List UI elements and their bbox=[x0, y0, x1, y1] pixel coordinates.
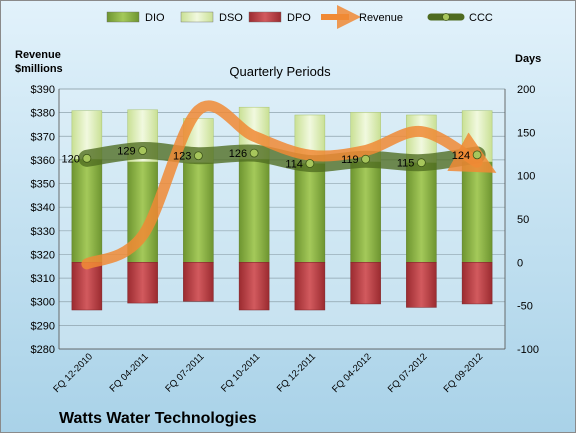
legend-label-dio: DIO bbox=[145, 12, 165, 24]
right-tick-label: 100 bbox=[517, 171, 535, 183]
ccc-point bbox=[82, 153, 92, 163]
legend-swatch-dpo bbox=[248, 11, 282, 23]
ccc-point bbox=[472, 150, 482, 160]
left-tick-label: $380 bbox=[31, 108, 55, 120]
legend-label-dpo: DPO bbox=[287, 12, 311, 24]
bar-dpo bbox=[183, 262, 214, 302]
ccc-point bbox=[305, 159, 315, 168]
ccc-data-label: 124 bbox=[452, 150, 470, 162]
ccc-data-label: 119 bbox=[341, 154, 359, 166]
category-label: FQ 10-2011 bbox=[219, 351, 262, 394]
left-tick-label: $350 bbox=[31, 179, 55, 191]
right-tick-label: 200 bbox=[517, 84, 535, 96]
ccc-data-label: 114 bbox=[285, 159, 303, 171]
right-tick-label: 150 bbox=[517, 127, 535, 139]
ccc-data-label: 123 bbox=[173, 151, 191, 163]
ccc-point bbox=[249, 148, 259, 158]
left-axis-label-line2: $millions bbox=[15, 63, 63, 75]
bar-dpo bbox=[238, 262, 270, 311]
bar-dpo bbox=[350, 262, 381, 305]
legend-swatch-dso bbox=[180, 11, 214, 23]
bar-dio bbox=[350, 161, 381, 263]
bar-dpo bbox=[461, 262, 493, 305]
ccc-point bbox=[416, 158, 426, 168]
legend: DIO DSO DPO Revenue CCC bbox=[106, 5, 493, 29]
bar-dio bbox=[183, 162, 214, 263]
left-tick-label: $360 bbox=[31, 155, 55, 167]
ccc-point bbox=[138, 146, 148, 155]
data-labels: 120 129 123 126 114 119 115 124 bbox=[62, 146, 482, 171]
legend-swatch-dio bbox=[106, 11, 140, 23]
bar-dpo bbox=[71, 262, 103, 311]
category-label: FQ 07-2011 bbox=[163, 351, 206, 394]
bar-dpo bbox=[406, 262, 437, 308]
legend-marker-ccc bbox=[442, 13, 450, 21]
right-tick-label: -100 bbox=[517, 344, 539, 356]
left-tick-label: $280 bbox=[31, 344, 55, 356]
category-label: FQ 04-2012 bbox=[330, 351, 374, 395]
right-axis-label: Days bbox=[515, 53, 541, 65]
legend-label-ccc: CCC bbox=[469, 12, 493, 24]
right-tick-label: 0 bbox=[517, 257, 523, 269]
ccc-data-label: 115 bbox=[397, 158, 415, 170]
category-label: FQ 04-2011 bbox=[108, 351, 151, 394]
ccc-data-label: 126 bbox=[229, 148, 247, 160]
category-label: FQ 12-2011 bbox=[275, 351, 318, 394]
bar-dio bbox=[294, 163, 326, 263]
ccc-point bbox=[361, 154, 371, 164]
left-tick-label: $370 bbox=[31, 131, 55, 143]
left-axis-label-line1: Revenue bbox=[15, 49, 61, 61]
left-tick-label: $330 bbox=[31, 226, 55, 238]
ccc-data-label: 129 bbox=[117, 146, 135, 158]
ccc-data-label: 120 bbox=[62, 153, 80, 165]
left-tick-label: $290 bbox=[31, 320, 55, 332]
bar-dio bbox=[238, 158, 270, 263]
bar-dpo bbox=[294, 262, 326, 311]
bar-dio bbox=[461, 161, 493, 263]
left-tick-label: $390 bbox=[31, 84, 55, 96]
right-tick-label: -50 bbox=[517, 301, 533, 313]
ccc-line bbox=[78, 142, 486, 173]
company-name: Watts Water Technologies bbox=[59, 410, 257, 427]
left-tick-label: $310 bbox=[31, 273, 55, 285]
left-tick-label: $300 bbox=[31, 297, 55, 309]
ccc-point bbox=[193, 151, 203, 161]
plot-area bbox=[58, 88, 506, 350]
chart-title: Quarterly Periods bbox=[229, 64, 331, 79]
category-label: FQ 12-2010 bbox=[51, 351, 95, 395]
legend-label-revenue: Revenue bbox=[359, 12, 403, 24]
lines bbox=[78, 100, 497, 270]
bar-dio bbox=[71, 158, 103, 263]
category-label: FQ 09-2012 bbox=[442, 351, 486, 395]
revenue-line bbox=[81, 100, 497, 270]
left-tick-label: $320 bbox=[31, 249, 55, 261]
left-tick-label: $340 bbox=[31, 202, 55, 214]
category-label: FQ 07-2012 bbox=[386, 351, 430, 395]
right-tick-label: 50 bbox=[517, 214, 529, 226]
bar-dpo bbox=[127, 262, 158, 304]
bar-dio bbox=[406, 162, 437, 263]
legend-label-dso: DSO bbox=[219, 12, 243, 24]
